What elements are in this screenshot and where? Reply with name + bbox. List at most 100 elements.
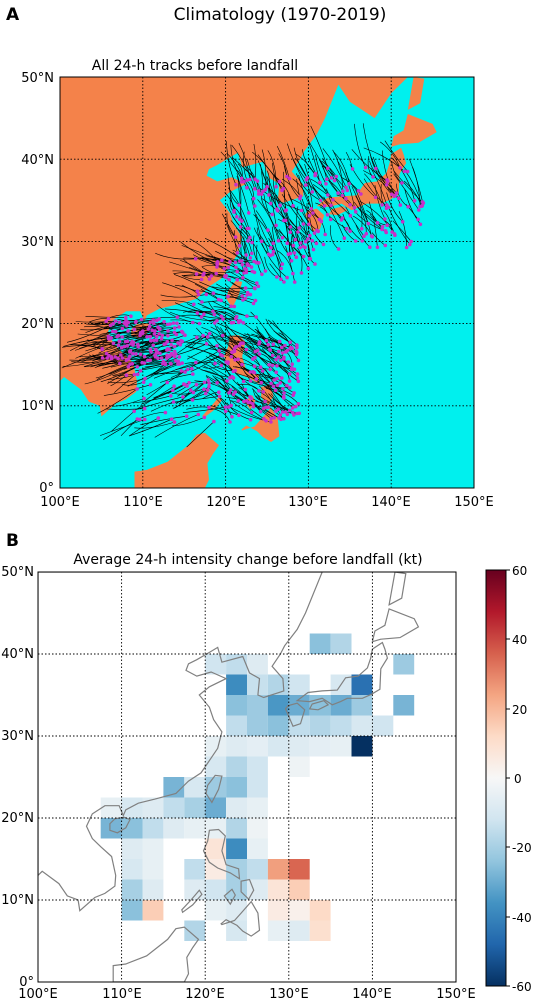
landfall-point <box>145 335 149 339</box>
figure-suptitle: Climatology (1970-2019) <box>174 5 387 25</box>
heatmap-cell <box>205 654 227 675</box>
track-line <box>105 408 145 410</box>
landfall-point <box>141 329 145 333</box>
landfall-point <box>264 338 269 343</box>
landfall-point <box>273 388 278 393</box>
track-line <box>150 401 174 412</box>
landfall-point <box>348 229 352 234</box>
track-line <box>351 186 369 224</box>
heatmap-cell <box>288 736 310 757</box>
landfall-point <box>212 321 217 325</box>
landfall-point <box>156 325 160 330</box>
track-line <box>355 195 363 229</box>
track-line <box>231 311 257 318</box>
landfall-point <box>162 342 166 347</box>
heatmap-cell <box>205 879 227 900</box>
landfall-point <box>106 334 111 339</box>
landfall-point <box>375 245 380 250</box>
panel-b-xtick: 150°E <box>436 987 476 1002</box>
colorbar-tick-label: 40 <box>512 633 527 647</box>
landfall-point <box>275 275 279 279</box>
landfall-point <box>249 410 254 415</box>
track-line <box>277 218 309 240</box>
landfall-point <box>132 409 136 414</box>
panel-b-ytick: 30°N <box>1 729 34 744</box>
landfall-point <box>268 348 273 352</box>
landfall-point <box>359 192 363 196</box>
landfall-point <box>290 406 295 410</box>
track-line <box>276 363 298 379</box>
track-line <box>342 213 363 242</box>
track-line <box>300 215 310 259</box>
landfall-point <box>294 255 299 259</box>
landfall-point <box>120 356 125 360</box>
landfall-point <box>184 414 189 419</box>
landfall-point <box>371 175 375 179</box>
landfall-point <box>237 413 241 418</box>
panel-b-ytick: 20°N <box>1 811 34 826</box>
panel-b-ytick: 50°N <box>1 565 34 580</box>
landfall-point <box>404 245 409 250</box>
landfall-point <box>392 194 397 199</box>
landfall-point <box>223 409 228 414</box>
landfall-point <box>275 376 279 381</box>
landfall-point <box>301 222 306 226</box>
landfall-point <box>134 319 138 324</box>
landfall-point <box>209 274 214 278</box>
track-line <box>95 364 131 379</box>
panel-a-xtick: 100°E <box>40 495 80 510</box>
panel-a-label: A <box>6 5 20 25</box>
landfall-point <box>171 400 176 404</box>
landfall-point <box>154 351 159 355</box>
coastline-6 <box>223 888 236 906</box>
landfall-point <box>263 187 268 192</box>
landfall-point <box>347 182 351 186</box>
landfall-point <box>288 230 293 234</box>
coastline-1 <box>109 816 131 834</box>
landfall-point <box>230 415 234 419</box>
heatmap-cell <box>288 900 310 921</box>
landfall-point <box>368 245 372 249</box>
landfall-point <box>360 226 364 231</box>
colorbar-tick-label: 60 <box>512 564 527 578</box>
landfall-point <box>220 333 225 338</box>
heatmap-cell <box>309 633 331 654</box>
landfall-point <box>246 239 250 243</box>
heatmap-cell <box>121 859 143 880</box>
track-line <box>211 333 233 353</box>
landfall-point <box>255 179 260 183</box>
track-line <box>97 388 138 414</box>
landfall-point <box>244 253 248 257</box>
landfall-point <box>314 241 319 246</box>
landfall-point <box>280 351 285 355</box>
track-line <box>239 336 256 352</box>
landfall-point <box>311 211 315 215</box>
heatmap-cell <box>226 777 247 798</box>
coastline-5 <box>240 878 255 901</box>
track-line <box>216 289 248 293</box>
heatmap-cell <box>330 715 352 736</box>
landfall-point <box>258 409 263 414</box>
landfall-point <box>234 215 239 219</box>
landfall-point <box>191 372 195 376</box>
landfall-point <box>151 338 156 343</box>
landfall-point <box>135 365 140 369</box>
landfall-point <box>172 330 177 335</box>
landfall-point <box>288 340 293 345</box>
landfall-point <box>344 185 348 190</box>
track-line <box>129 316 178 322</box>
landfall-point <box>211 291 216 296</box>
landfall-point <box>131 340 136 345</box>
landfall-point <box>290 362 295 367</box>
landfall-point <box>277 179 282 184</box>
landfall-point <box>172 420 177 424</box>
landfall-point <box>340 216 345 220</box>
landfall-point <box>211 309 215 314</box>
landfall-point <box>254 315 258 319</box>
heatmap-cell <box>184 879 206 900</box>
landfall-point <box>276 355 281 359</box>
landfall-point <box>291 271 295 276</box>
landfall-point <box>194 382 199 387</box>
track-line <box>276 194 296 240</box>
landfall-point <box>108 323 113 328</box>
